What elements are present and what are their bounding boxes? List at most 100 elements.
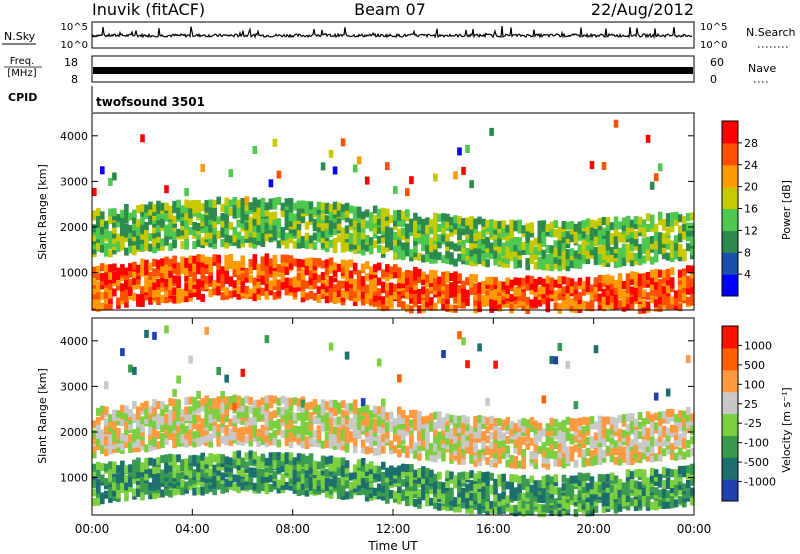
heatmap-cell [545, 423, 551, 432]
heatmap-cell [637, 277, 643, 286]
heatmap-cell [545, 491, 551, 500]
heatmap-cell [653, 422, 659, 431]
heatmap-cell [304, 240, 310, 249]
heatmap-cell [617, 291, 623, 300]
heatmap-cell [669, 240, 675, 249]
heatmap-cell [561, 221, 567, 229]
heatmap-cell [577, 487, 583, 495]
heatmap-cell [641, 492, 647, 501]
heatmap-cell [180, 222, 185, 231]
heatmap-cell [529, 484, 535, 493]
heatmap-cell [172, 454, 177, 463]
heatmap-cell [148, 243, 153, 252]
heatmap-cell [401, 287, 406, 296]
heatmap-cell [268, 437, 274, 446]
heatmap-cell [228, 276, 234, 285]
heatmap-cell [116, 272, 121, 280]
cpid-value: twofsound 3501 [96, 95, 205, 109]
colorbar-tick-label: 16 [744, 203, 758, 216]
heatmap-cell [304, 462, 310, 471]
heatmap-cell [200, 293, 205, 302]
heatmap-cell [260, 217, 266, 226]
heatmap-cell [272, 278, 278, 287]
heatmap-cell [401, 232, 406, 241]
heatmap-cell [132, 440, 137, 449]
heatmap-cell [465, 427, 470, 436]
heatmap-cell [385, 302, 390, 311]
heatmap-cell [200, 425, 205, 434]
heatmap-cell [200, 218, 205, 227]
heatmap-cell [196, 400, 201, 409]
heatmap-cell [300, 200, 306, 209]
heatmap-cell [352, 236, 358, 245]
heatmap-cell [509, 484, 514, 493]
heatmap-cell [601, 288, 607, 297]
heatmap-cell [653, 268, 659, 277]
colorbar-tick-label: 25 [744, 398, 758, 411]
heatmap-cell [665, 427, 671, 436]
heatmap-cell [264, 291, 270, 300]
heatmap-cell [320, 440, 326, 449]
heatmap-cell [657, 269, 663, 278]
heatmap-cell [617, 444, 623, 453]
heatmap-cell [437, 213, 442, 222]
heatmap-cell [208, 453, 213, 461]
heatmap-cell [144, 264, 149, 273]
heatmap-cell [421, 300, 426, 309]
heatmap-cell [180, 413, 185, 422]
heatmap-cell [372, 437, 378, 446]
heatmap-cell [264, 335, 270, 344]
heatmap-cell [344, 444, 350, 453]
heatmap-cell [292, 228, 298, 237]
heatmap-cell [477, 502, 482, 511]
y-tick-label: 3000 [60, 175, 88, 188]
heatmap-cell [108, 433, 113, 442]
heatmap-cell [477, 481, 482, 489]
heatmap-cell [465, 248, 470, 256]
heatmap-cell [665, 490, 671, 499]
heatmap-cell [172, 406, 177, 415]
heatmap-cell [132, 470, 137, 479]
heatmap-cell [336, 234, 342, 243]
heatmap-cell [164, 213, 169, 222]
colorbar-tick-label: 1000 [744, 339, 772, 352]
heatmap-cell [312, 218, 318, 227]
heatmap-cell [497, 440, 502, 449]
heatmap-cell [481, 487, 486, 496]
heatmap-cell [376, 244, 382, 253]
heatmap-cell [236, 437, 242, 446]
heatmap-cell [437, 502, 442, 511]
heatmap-cell [92, 246, 97, 255]
heatmap-cell [617, 232, 623, 241]
heatmap-cell [340, 477, 346, 486]
heatmap-cell [244, 477, 250, 486]
heatmap-cell [328, 204, 334, 212]
heatmap-cell [577, 221, 583, 230]
heatmap-cell [621, 498, 627, 507]
heatmap-cell [344, 260, 350, 269]
heatmap-cell [677, 414, 683, 423]
heatmap-cell [597, 246, 603, 254]
heatmap-cell [332, 268, 338, 277]
heatmap-cell [332, 399, 338, 408]
heatmap-cell [637, 250, 643, 259]
heatmap-cell [236, 462, 242, 471]
heatmap-cell [389, 282, 394, 291]
heatmap-cell [521, 247, 526, 256]
heatmap-cell [144, 284, 149, 293]
heatmap-cell [609, 426, 615, 435]
heatmap-cell [445, 417, 450, 426]
heatmap-cell [601, 505, 607, 513]
heatmap-cell [686, 480, 691, 488]
heatmap-cell [613, 505, 619, 514]
heatmap-cell [565, 285, 571, 294]
heatmap-cell [232, 402, 238, 411]
heatmap-cell [469, 248, 474, 257]
heatmap-cell [256, 406, 262, 415]
heatmap-cell [385, 492, 390, 501]
heatmap-cell [220, 213, 225, 221]
heatmap-cell [136, 457, 141, 466]
heatmap-cell [328, 239, 334, 248]
heatmap-cell [669, 485, 675, 493]
heatmap-cell [320, 223, 326, 232]
